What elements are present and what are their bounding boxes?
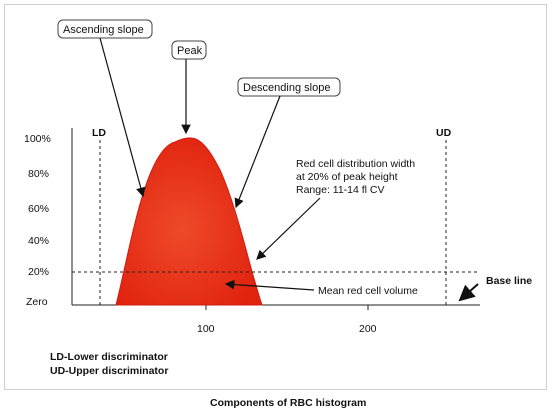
y-tick-label: 60% — [28, 203, 49, 215]
peak-label: Peak — [177, 45, 203, 57]
panel-border — [4, 4, 547, 390]
y-tick-label: 80% — [28, 168, 49, 180]
rdw-line1: Red cell distribution width — [296, 158, 415, 170]
descending-slope-label: Descending slope — [243, 82, 330, 94]
y-tick-label: Zero — [26, 296, 48, 308]
descending-arrow — [234, 95, 281, 209]
ascending-slope-box — [57, 19, 153, 39]
descending-slope-box — [237, 77, 341, 97]
baseline-arrow — [458, 283, 479, 302]
rbc-distribution-curve — [115, 137, 263, 306]
mcv-label: Mean red cell volume — [318, 285, 418, 297]
y-tick-label: 20% — [28, 266, 49, 278]
ascending-arrow — [99, 37, 146, 198]
y-tick-label: 100% — [24, 133, 51, 145]
ud-label: UD — [436, 127, 452, 139]
peak-box — [171, 40, 207, 60]
figure-caption: Components of RBC histogram — [210, 397, 366, 409]
rdw-line3: Range: 11-14 fl CV — [296, 184, 385, 196]
rdw-line2: at 20% of peak height — [296, 171, 398, 183]
rdw-arrow — [256, 197, 321, 260]
ld-label: LD — [92, 127, 106, 139]
legend-ud: UD-Upper discriminator — [50, 365, 168, 377]
mcv-arrow — [224, 279, 315, 291]
y-tick-labels: 100% 80% 60% 40% 20% Zero — [24, 133, 51, 308]
x-tick-label: 200 — [359, 323, 377, 335]
legend-ld: LD-Lower discriminator — [50, 351, 168, 363]
baseline-label: Base line — [486, 275, 532, 287]
x-tick-label: 100 — [197, 323, 215, 335]
ascending-slope-label: Ascending slope — [63, 24, 144, 36]
y-tick-label: 40% — [28, 235, 49, 247]
